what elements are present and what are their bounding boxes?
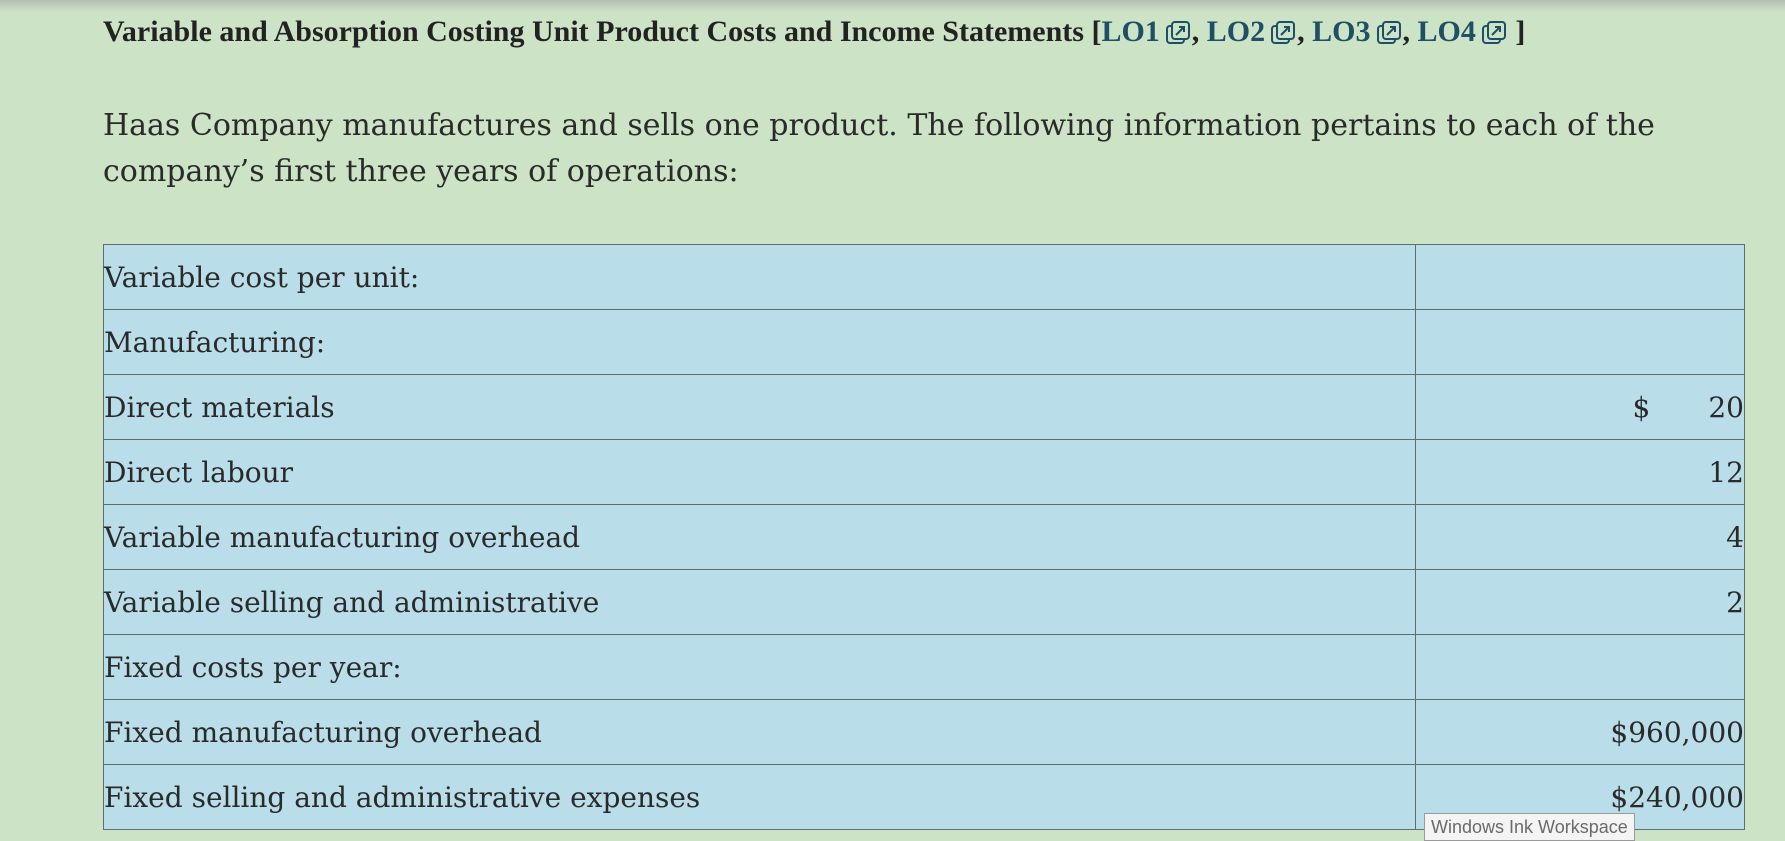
lo1-link[interactable]: LO1 — [1101, 15, 1191, 48]
page-title: Variable and Absorption Costing Unit Pro… — [103, 14, 1525, 50]
lo2-label: LO2 — [1206, 15, 1266, 48]
external-link-icon[interactable] — [1375, 19, 1403, 47]
intro-paragraph: Haas Company manufactures and sells one … — [103, 108, 1655, 189]
table-row: Variable cost per unit: — [102, 244, 1745, 310]
separator: , — [1297, 15, 1313, 48]
row-value: 12 — [1415, 439, 1745, 505]
table-row: Direct labour 12 — [102, 439, 1745, 505]
cost-table: Variable cost per unit: Manufacturing: D… — [102, 244, 1745, 830]
row-label: Variable selling and administrative — [102, 569, 1417, 635]
separator: , — [1191, 15, 1207, 48]
lo2-link[interactable]: LO2 — [1207, 15, 1297, 48]
lo4-link[interactable]: LO4 — [1418, 15, 1508, 48]
row-value — [1415, 244, 1745, 310]
row-value: 4 — [1415, 504, 1745, 570]
separator: , — [1402, 15, 1418, 48]
lo3-label: LO3 — [1312, 15, 1371, 48]
external-link-icon[interactable] — [1164, 19, 1192, 47]
lo1-label: LO1 — [1101, 15, 1160, 48]
external-link-icon[interactable] — [1269, 19, 1297, 47]
row-value — [1415, 309, 1745, 375]
row-label: Variable manufacturing overhead — [102, 504, 1417, 570]
lo4-label: LO4 — [1417, 15, 1476, 48]
window-top-edge — [0, 0, 1785, 12]
row-label: Direct labour — [102, 439, 1417, 505]
row-label: Variable cost per unit: — [102, 244, 1417, 310]
value-amount: 20 — [1708, 390, 1744, 424]
row-label: Fixed costs per year: — [102, 634, 1417, 700]
row-value: $960,000 — [1415, 699, 1745, 765]
row-label: Direct materials — [102, 374, 1417, 440]
row-value — [1415, 634, 1745, 700]
table-row: Direct materials $20 — [102, 374, 1745, 440]
table-row: Variable selling and administrative 2 — [102, 569, 1745, 635]
row-value: 2 — [1415, 569, 1745, 635]
bracket-close: ] — [1515, 15, 1526, 48]
table-row: Variable manufacturing overhead 4 — [102, 504, 1745, 570]
row-label: Fixed manufacturing overhead — [102, 699, 1417, 765]
bracket-open: [ — [1091, 15, 1102, 48]
table-row: Fixed selling and administrative expense… — [102, 764, 1745, 830]
external-link-icon[interactable] — [1480, 19, 1508, 47]
table-row: Fixed costs per year: — [102, 634, 1745, 700]
table-row: Manufacturing: — [102, 309, 1745, 375]
windows-ink-tooltip: Windows Ink Workspace — [1424, 813, 1635, 841]
table-row: Fixed manufacturing overhead $960,000 — [102, 699, 1745, 765]
row-label: Fixed selling and administrative expense… — [102, 764, 1417, 830]
row-value: $20 — [1415, 374, 1745, 440]
lo3-link[interactable]: LO3 — [1312, 15, 1402, 48]
row-label: Manufacturing: — [102, 309, 1417, 375]
currency-symbol: $ — [1632, 390, 1651, 424]
title-text: Variable and Absorption Costing Unit Pro… — [103, 15, 1084, 48]
